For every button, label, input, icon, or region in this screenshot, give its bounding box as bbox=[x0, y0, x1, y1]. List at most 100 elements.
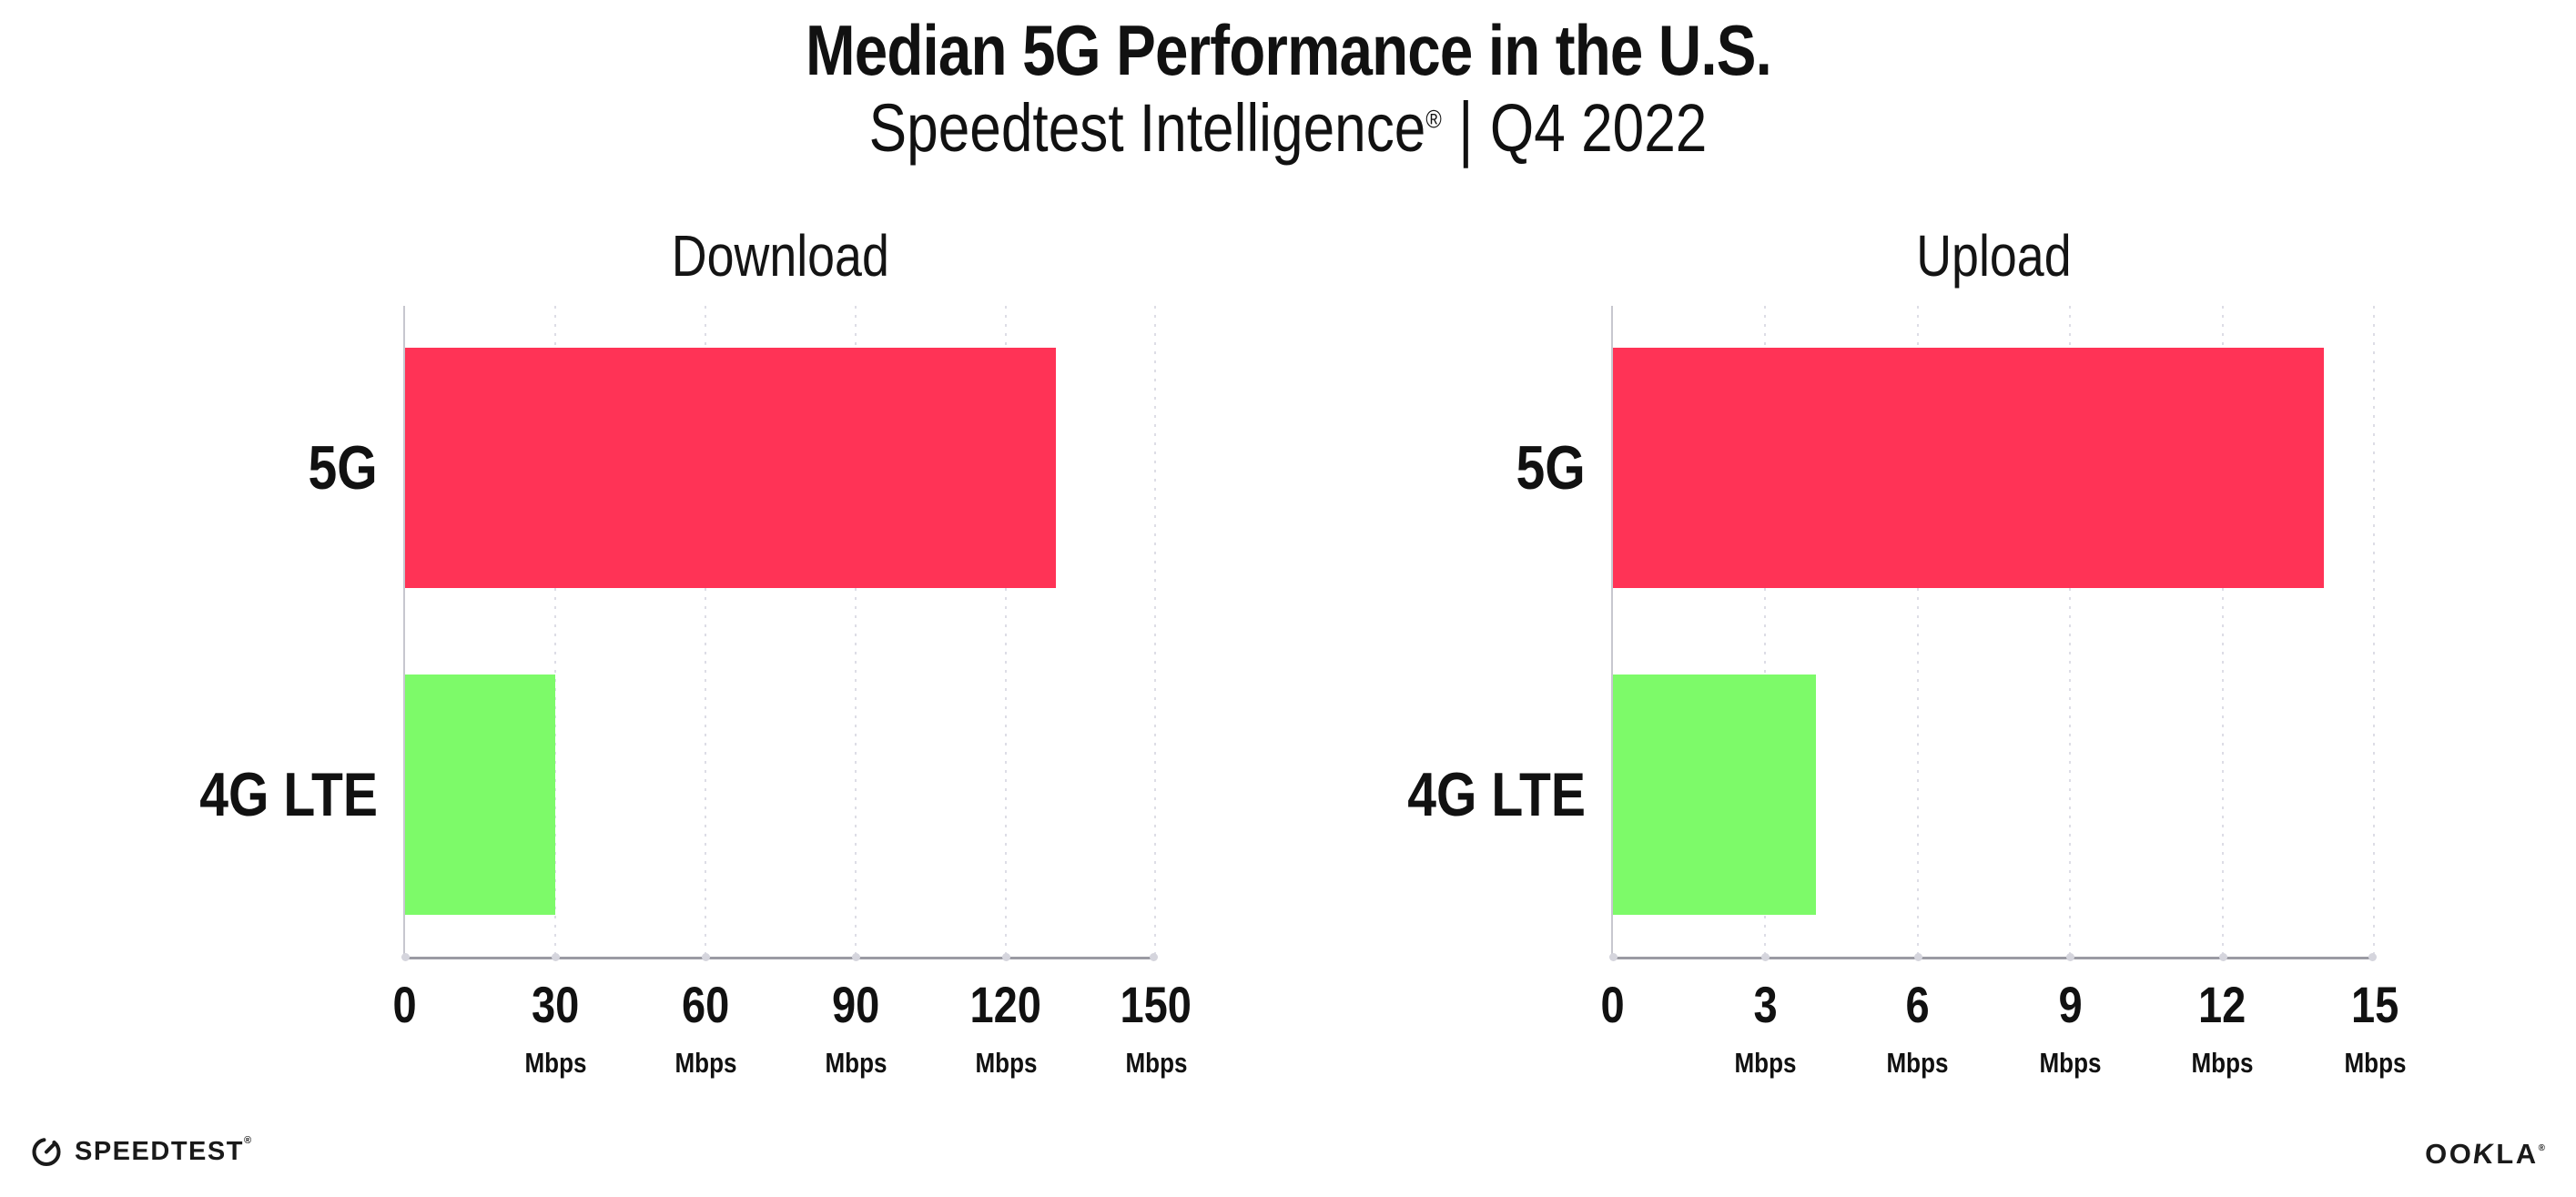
tick-unit-text: Mbps bbox=[674, 1047, 736, 1079]
bar-upload-5g bbox=[1613, 348, 2325, 588]
gridline-upload-12 bbox=[2221, 306, 2224, 957]
chart-title-upload: Upload bbox=[1613, 222, 2375, 289]
subtitle-brand: Speedtest Intelligence bbox=[868, 90, 1426, 166]
tick-unit-text: Mbps bbox=[975, 1047, 1037, 1079]
category-label-text: 5G bbox=[1516, 433, 1586, 502]
tick-unit-upload-9: Mbps bbox=[1988, 1049, 2152, 1077]
tick-unit-text: Mbps bbox=[524, 1047, 586, 1079]
tick-mark-download-90 bbox=[852, 953, 860, 961]
tick-unit-text: Mbps bbox=[1886, 1047, 1949, 1079]
tick-unit-download-60: Mbps bbox=[624, 1049, 787, 1077]
speedtest-registered-icon: ® bbox=[243, 1134, 253, 1146]
tick-mark-upload-6 bbox=[1913, 953, 1922, 961]
registered-trademark-icon: ® bbox=[1425, 105, 1442, 134]
speedtest-logo: SPEEDTEST® bbox=[30, 1134, 253, 1167]
tick-mark-download-150 bbox=[1150, 953, 1158, 961]
speedtest-gauge-icon bbox=[32, 1137, 61, 1167]
tick-unit-text: Mbps bbox=[2039, 1047, 2102, 1079]
tick-mark-upload-12 bbox=[2218, 953, 2227, 961]
tick-mark-upload-3 bbox=[1761, 953, 1770, 961]
tick-label-text: 3 bbox=[1753, 976, 1778, 1033]
tick-label-text: 90 bbox=[831, 976, 880, 1033]
tick-label-download-30: 30 bbox=[473, 979, 637, 1030]
tick-unit-text: Mbps bbox=[2344, 1047, 2406, 1079]
tick-label-download-0: 0 bbox=[323, 979, 487, 1030]
tick-unit-download-120: Mbps bbox=[924, 1049, 1088, 1077]
tick-unit-text: Mbps bbox=[825, 1047, 887, 1079]
gridline-upload-3 bbox=[1764, 306, 1767, 957]
page-subtitle: Speedtest Intelligence® | Q4 2022 bbox=[0, 87, 2576, 169]
tick-label-text: 120 bbox=[969, 976, 1042, 1033]
tick-unit-upload-12: Mbps bbox=[2141, 1049, 2305, 1077]
tick-mark-download-30 bbox=[552, 953, 560, 961]
tick-label-download-150: 150 bbox=[1074, 979, 1238, 1030]
gridline-download-60 bbox=[705, 306, 706, 957]
tick-mark-upload-9 bbox=[2066, 953, 2075, 961]
tick-unit-upload-6: Mbps bbox=[1836, 1049, 2000, 1077]
speedtest-wordmark-text: SPEEDTEST bbox=[75, 1136, 244, 1166]
tick-unit-upload-15: Mbps bbox=[2293, 1049, 2457, 1077]
gridline-download-30 bbox=[554, 306, 556, 957]
tick-label-text: 150 bbox=[1120, 976, 1192, 1033]
tick-label-upload-6: 6 bbox=[1836, 979, 2000, 1030]
tick-mark-download-60 bbox=[702, 953, 710, 961]
plot-download bbox=[401, 306, 1158, 961]
ookla-wordmark-la: LA bbox=[2496, 1138, 2539, 1170]
tick-unit-upload-3: Mbps bbox=[1683, 1049, 1847, 1077]
gridline-upload-6 bbox=[1916, 306, 1919, 957]
category-label-text: 5G bbox=[308, 433, 378, 502]
tick-label-download-90: 90 bbox=[774, 979, 938, 1030]
tick-label-text: 60 bbox=[681, 976, 730, 1033]
tick-unit-text: Mbps bbox=[2191, 1047, 2254, 1079]
gridline-upload-9 bbox=[2069, 306, 2072, 957]
ookla-wordmark-k: K bbox=[2471, 1138, 2499, 1170]
ookla-wordmark-oo: OO bbox=[2425, 1138, 2474, 1170]
chart-title-text: Upload bbox=[1916, 223, 2072, 289]
tick-label-text: 0 bbox=[392, 976, 418, 1033]
tick-label-upload-12: 12 bbox=[2141, 979, 2305, 1030]
bar-download-5g bbox=[405, 348, 1056, 588]
page-title: Median 5G Performance in the U.S. bbox=[0, 9, 2576, 92]
gridline-upload-15 bbox=[2373, 306, 2375, 957]
tick-mark-upload-0 bbox=[1609, 953, 1618, 961]
page-subtitle-text: Speedtest Intelligence® | Q4 2022 bbox=[868, 87, 1708, 169]
tick-label-download-60: 60 bbox=[624, 979, 787, 1030]
tick-mark-download-120 bbox=[1002, 953, 1010, 961]
bar-upload-4g-lte bbox=[1613, 675, 1817, 915]
plot-upload bbox=[1609, 306, 2377, 961]
tick-label-upload-0: 0 bbox=[1531, 979, 1695, 1030]
gridline-download-120 bbox=[1005, 306, 1007, 957]
category-label-upload-5g: 5G bbox=[1103, 437, 1586, 499]
tick-label-upload-9: 9 bbox=[1988, 979, 2152, 1030]
tick-unit-download-150: Mbps bbox=[1074, 1049, 1238, 1077]
gridline-download-150 bbox=[1154, 306, 1156, 957]
tick-label-text: 12 bbox=[2198, 976, 2246, 1033]
tick-label-upload-3: 3 bbox=[1683, 979, 1847, 1030]
category-label-download-4g-lte: 4G LTE bbox=[0, 764, 378, 826]
tick-mark-download-0 bbox=[401, 953, 410, 961]
tick-label-text: 0 bbox=[1600, 976, 1626, 1033]
tick-unit-text: Mbps bbox=[1125, 1047, 1187, 1079]
ookla-logo: OOKLA® bbox=[2425, 1138, 2545, 1171]
tick-label-text: 30 bbox=[531, 976, 580, 1033]
gridline-download-90 bbox=[855, 306, 857, 957]
page-title-text: Median 5G Performance in the U.S. bbox=[805, 10, 1772, 90]
tick-label-upload-15: 15 bbox=[2293, 979, 2457, 1030]
category-label-upload-4g-lte: 4G LTE bbox=[1103, 764, 1586, 826]
tick-label-text: 15 bbox=[2350, 976, 2399, 1033]
ookla-registered-icon: ® bbox=[2538, 1143, 2545, 1153]
category-label-download-5g: 5G bbox=[0, 437, 378, 499]
tick-label-download-120: 120 bbox=[924, 979, 1088, 1030]
tick-mark-upload-15 bbox=[2368, 953, 2377, 961]
category-label-text: 4G LTE bbox=[199, 760, 378, 829]
tick-unit-download-90: Mbps bbox=[774, 1049, 938, 1077]
tick-label-text: 6 bbox=[1905, 976, 1930, 1033]
subtitle-period: Q4 2022 bbox=[1489, 90, 1708, 166]
speedtest-wordmark: SPEEDTEST® bbox=[75, 1135, 253, 1167]
tick-unit-text: Mbps bbox=[1734, 1047, 1797, 1079]
chart-title-download: Download bbox=[405, 222, 1156, 289]
chart-title-text: Download bbox=[671, 223, 890, 289]
tick-unit-download-30: Mbps bbox=[473, 1049, 637, 1077]
bar-download-4g-lte bbox=[405, 675, 555, 915]
